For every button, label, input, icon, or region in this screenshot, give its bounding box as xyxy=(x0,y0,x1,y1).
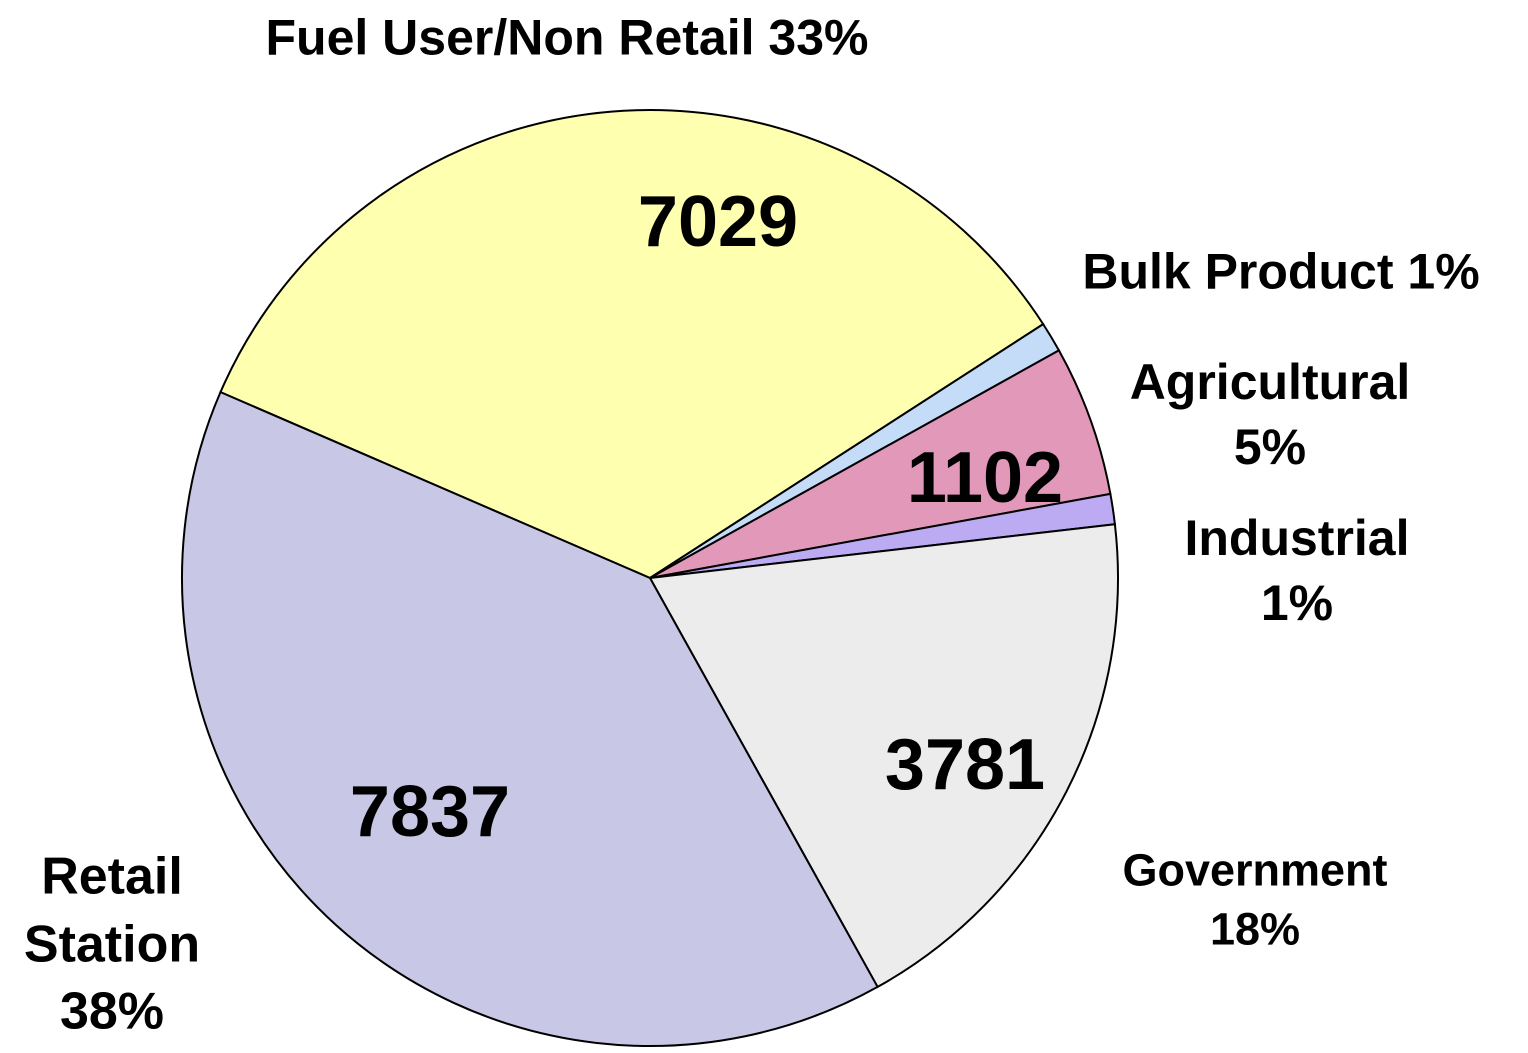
category-label: Government xyxy=(1122,844,1388,896)
category-label: Retail Station xyxy=(23,847,201,974)
value-label: 18% xyxy=(1209,903,1301,954)
count-label: 3781 xyxy=(884,725,1046,805)
value-label: 38% xyxy=(59,982,165,1041)
slice-label: Agricultural 5% xyxy=(1130,350,1411,480)
pie-slice xyxy=(649,349,1112,579)
value-label: 1% xyxy=(1407,243,1480,300)
category-label: Industrial xyxy=(1184,510,1410,566)
value-label: 5% xyxy=(1233,419,1307,475)
category-label: Fuel User/Non Retail xyxy=(265,9,755,66)
slice-label: Bulk Product 1% xyxy=(1082,240,1479,305)
value-label: 33% xyxy=(768,9,869,66)
pie-slice xyxy=(219,109,1045,580)
slice-label: Industrial 1% xyxy=(1184,506,1409,636)
slice-label: Fuel User/Non Retail 33% xyxy=(266,6,869,71)
count-label: 7837 xyxy=(349,772,511,852)
category-label: Bulk Product xyxy=(1082,243,1394,300)
count-label: 1102 xyxy=(906,438,1064,518)
value-label: 1% xyxy=(1260,575,1334,631)
count-label: 7029 xyxy=(637,182,799,262)
pie-slice xyxy=(648,523,1120,989)
pie-slice xyxy=(181,390,879,1047)
slice-label: Retail Station 38% xyxy=(2,844,222,1047)
slice-label: Government 18% xyxy=(1122,842,1387,959)
category-label: Agricultural xyxy=(1129,354,1411,410)
